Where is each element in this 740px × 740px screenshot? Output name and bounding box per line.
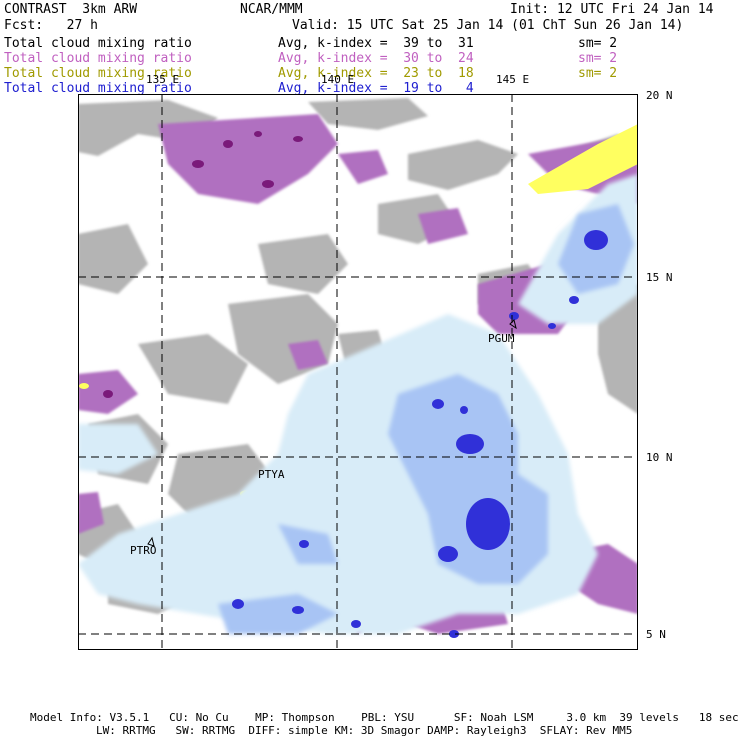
init-time: Init: 12 UTC Fri 24 Jan 14 (510, 2, 714, 17)
station-label-pgum: PGUM (488, 332, 515, 345)
lat-label-10: 10 N (646, 451, 673, 464)
lat-lon-grid (78, 94, 638, 650)
center-label: NCAR/MMM (240, 2, 303, 17)
field-avg-2: Avg, k-index = 30 to 24 (278, 51, 474, 66)
deep-blue-cores (232, 230, 608, 638)
lat-label-15: 15 N (646, 271, 673, 284)
field-sm-2: sm= 2 (578, 51, 618, 66)
station-label-ptro: PTRO (130, 544, 157, 557)
lon-label-135: 135 E (146, 73, 180, 86)
model-info-line1: Model Info: V3.5.1 CU: No Cu MP: Thompso… (30, 711, 739, 724)
field-name-2: Total cloud mixing ratio (4, 51, 192, 66)
lat-label-5: 5 N (646, 628, 666, 641)
cloud-map: PGUM PTYA PTRO (78, 94, 638, 650)
map-border (78, 94, 638, 650)
field-name-1: Total cloud mixing ratio (4, 36, 192, 51)
lon-label-140: 140 E (321, 73, 355, 86)
field-sm-1: sm= 2 (578, 36, 618, 51)
forecast-hour: Fcst: 27 h (4, 18, 98, 33)
valid-time: Valid: 15 UTC Sat 25 Jan 14 (01 ChT Sun … (292, 18, 684, 33)
station-markers (147, 319, 517, 547)
model-title: CONTRAST 3km ARW (4, 2, 138, 17)
station-label-ptya: PTYA (258, 468, 285, 481)
model-info-line2: LW: RRTMG SW: RRTMG DIFF: simple KM: 3D … (96, 724, 633, 737)
dark-purple-cells (103, 131, 303, 398)
lat-label-20: 20 N (646, 89, 673, 102)
field-avg-4: Avg, k-index = 19 to 4 (278, 81, 474, 96)
field-avg-1: Avg, k-index = 39 to 31 (278, 36, 474, 51)
field-sm-3: sm= 2 (578, 66, 618, 81)
lon-label-145: 145 E (496, 73, 530, 86)
field-avg-3: Avg, k-index = 23 to 18 (278, 66, 474, 81)
field-name-4: Total cloud mixing ratio (4, 81, 192, 96)
field-name-3: Total cloud mixing ratio (4, 66, 192, 81)
